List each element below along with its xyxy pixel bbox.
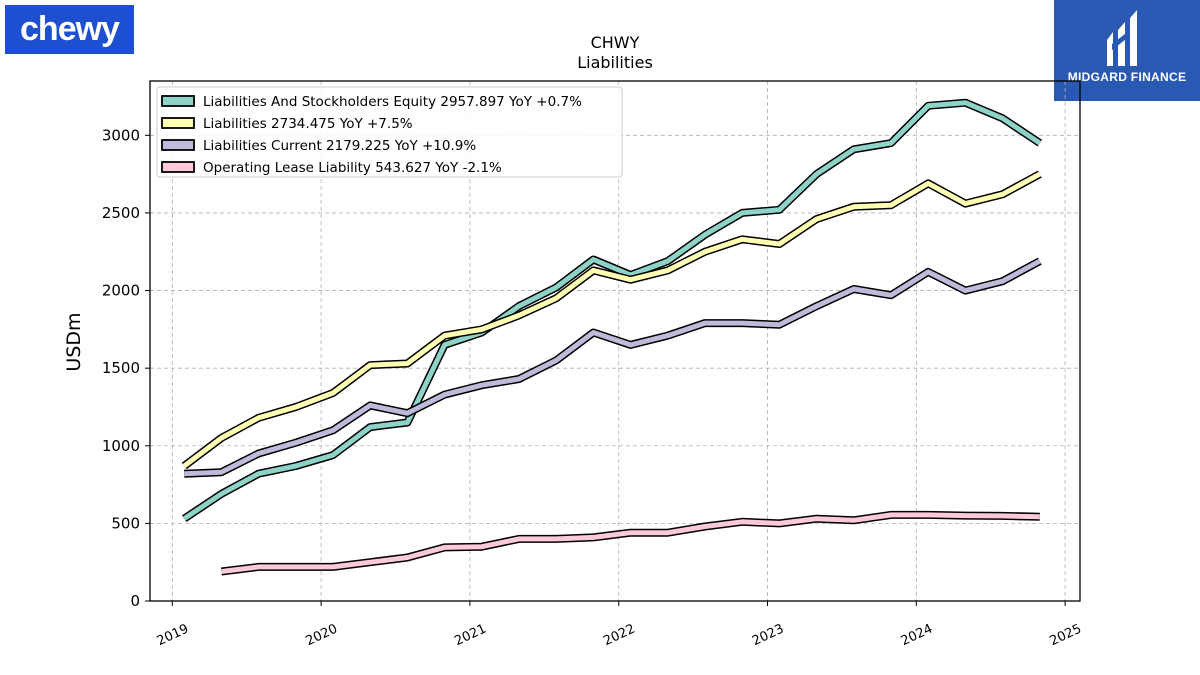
legend-label: Liabilities 2734.475 YoY +7.5%	[203, 116, 413, 132]
legend-swatch	[161, 161, 195, 173]
y-tick-label: 2500	[102, 204, 140, 222]
x-tick-label: 2025	[1048, 622, 1084, 650]
x-tick-label: 2023	[750, 622, 786, 650]
series-line-outline	[184, 257, 1042, 478]
y-tick-label: 2000	[102, 282, 140, 300]
y-tick-label: 0	[130, 592, 140, 610]
series-line	[184, 258, 1041, 477]
plot-frame	[149, 80, 1081, 602]
series-4	[220, 510, 1040, 576]
midgard-finance-logo: MIDGARD FINANCE	[1054, 0, 1200, 101]
series-line	[182, 100, 1042, 521]
x-tick-label: 2021	[452, 622, 488, 650]
x-tick-label: 2022	[601, 622, 637, 650]
x-tick-label: 2019	[155, 622, 191, 650]
chewy-logo-text: chewy	[20, 10, 120, 48]
series-line	[221, 512, 1040, 574]
legend-label: Liabilities And Stockholders Equity 2957…	[203, 94, 582, 110]
series-1	[181, 98, 1043, 523]
chart-subtitle: Liabilities	[577, 53, 653, 72]
chewy-logo: chewy	[5, 5, 134, 54]
x-tick-label: 2024	[899, 622, 935, 650]
legend-swatch	[161, 139, 195, 151]
partner-name: MIDGARD FINANCE	[1067, 70, 1187, 84]
x-tick-label: 2020	[304, 622, 340, 650]
legend-swatch	[161, 117, 195, 129]
legend-label: Liabilities Current 2179.225 YoY +10.9%	[203, 138, 476, 154]
y-axis-label: USDm	[63, 312, 85, 371]
series-2	[181, 170, 1042, 470]
legend-box	[156, 86, 623, 178]
series-3	[184, 257, 1042, 478]
y-tick-label: 1500	[102, 359, 140, 377]
y-tick-label: 1000	[102, 437, 140, 455]
midgard-mark-icon	[1107, 10, 1137, 66]
y-tick-label: 3000	[102, 126, 140, 144]
series-line-outline	[181, 170, 1042, 470]
legend-label: Operating Lease Liability 543.627 YoY -2…	[203, 160, 502, 176]
y-tick-label: 500	[111, 514, 140, 532]
series-line	[182, 171, 1041, 468]
legend-swatch	[161, 95, 195, 107]
chart-title: CHWY	[591, 33, 640, 52]
